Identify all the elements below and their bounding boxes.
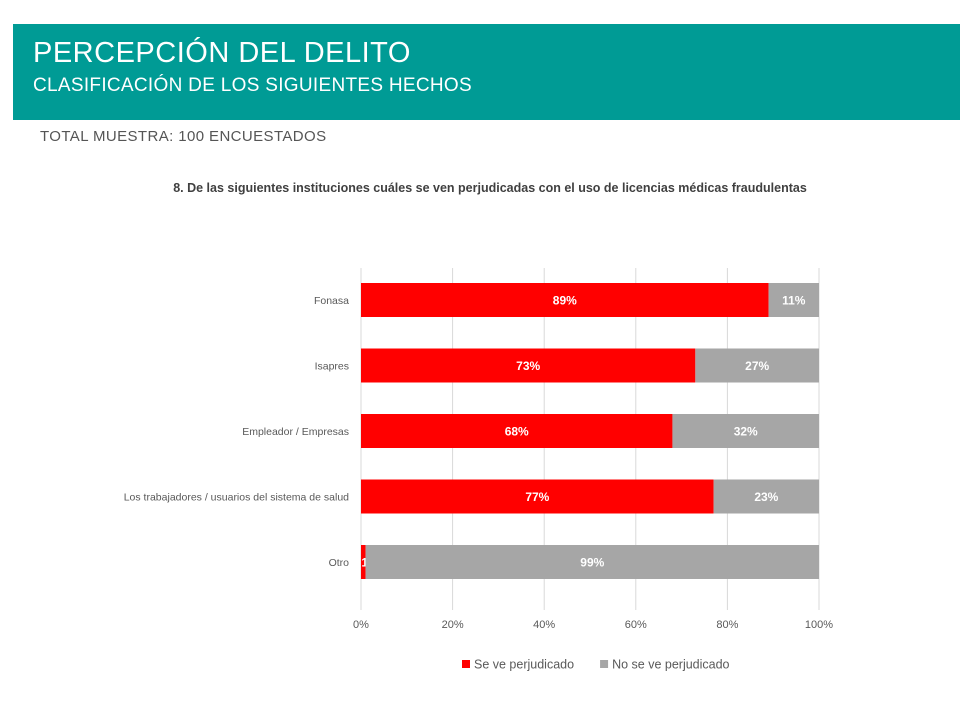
bar-se-ve-perjudicado bbox=[361, 479, 714, 514]
data-label: 77% bbox=[525, 490, 549, 504]
legend-swatch-no-se-ve-perjudicado bbox=[600, 660, 609, 668]
x-tick-label: 40% bbox=[533, 619, 555, 631]
data-label: 27% bbox=[745, 359, 769, 373]
category-label: Los trabajadores / usuarios del sistema … bbox=[124, 492, 349, 504]
legend-label: Se ve perjudicado bbox=[474, 658, 574, 672]
bar-no-se-ve-perjudicado bbox=[365, 545, 819, 579]
legend-label: No se ve perjudicado bbox=[612, 658, 729, 672]
bar-se-ve-perjudicado bbox=[361, 348, 696, 383]
bar-se-ve-perjudicado bbox=[361, 545, 366, 579]
category-label: Empleador / Empresas bbox=[242, 426, 349, 438]
x-tick-label: 0% bbox=[353, 619, 369, 631]
x-tick-label: 60% bbox=[625, 619, 647, 631]
page-title: PERCEPCIÓN DEL DELITO bbox=[33, 37, 411, 69]
data-label: 32% bbox=[734, 425, 758, 439]
category-label: Isapres bbox=[315, 361, 349, 373]
sample-size-note: TOTAL MUESTRA: 100 ENCUESTADOS bbox=[40, 128, 327, 145]
bar-no-se-ve-perjudicado bbox=[713, 479, 819, 514]
bar-no-se-ve-perjudicado bbox=[768, 283, 819, 317]
data-label: 89% bbox=[553, 294, 577, 308]
x-tick-label: 20% bbox=[442, 619, 464, 631]
header-bar: PERCEPCIÓN DEL DELITO CLASIFICACIÓN DE L… bbox=[13, 24, 960, 120]
data-label: 11% bbox=[782, 294, 806, 308]
data-label: 73% bbox=[516, 359, 540, 373]
category-label: Fonasa bbox=[314, 295, 349, 307]
chart-title: 8. De las siguientes instituciones cuále… bbox=[173, 181, 807, 195]
bar-se-ve-perjudicado bbox=[361, 283, 769, 317]
x-tick-label: 100% bbox=[805, 619, 833, 631]
bar-no-se-ve-perjudicado bbox=[695, 348, 819, 383]
data-label: 23% bbox=[754, 490, 778, 504]
x-tick-label: 80% bbox=[716, 619, 738, 631]
bar-se-ve-perjudicado bbox=[361, 414, 673, 448]
bar-no-se-ve-perjudicado bbox=[672, 414, 819, 448]
legend-swatch-se-ve-perjudicado bbox=[462, 660, 470, 668]
page-subtitle: CLASIFICACIÓN DE LOS SIGUIENTES HECHOS bbox=[33, 75, 472, 96]
data-label: 68% bbox=[505, 425, 529, 439]
data-label: 99% bbox=[580, 556, 604, 570]
category-label: Otro bbox=[329, 557, 350, 569]
